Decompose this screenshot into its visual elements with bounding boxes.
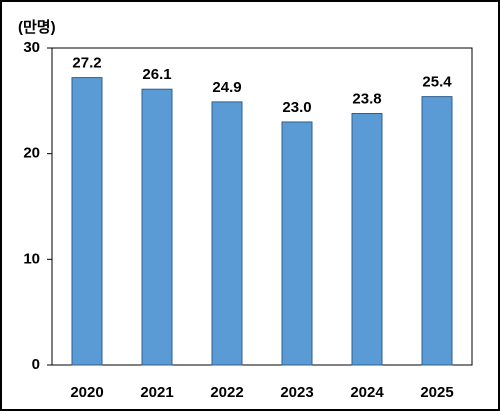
x-tick-label: 2021 xyxy=(140,384,173,401)
plot-area xyxy=(51,47,473,366)
bar xyxy=(421,96,453,366)
y-tick-label: 10 xyxy=(23,250,40,267)
value-label: 26.1 xyxy=(142,66,171,83)
x-tick-label: 2024 xyxy=(350,384,384,401)
x-tick-label: 2025 xyxy=(420,384,453,401)
bar xyxy=(351,113,383,366)
value-label: 24.9 xyxy=(212,79,241,96)
bar xyxy=(71,77,103,366)
value-label: 23.8 xyxy=(352,90,381,107)
x-tick-label: 2023 xyxy=(280,384,313,401)
value-label: 25.4 xyxy=(422,74,452,91)
x-tick-label: 2022 xyxy=(210,384,243,401)
bar xyxy=(281,121,313,366)
bar xyxy=(211,101,243,366)
bar xyxy=(141,88,173,366)
value-label: 23.0 xyxy=(282,99,311,116)
y-tick-label: 20 xyxy=(23,145,40,162)
x-tick-label: 2020 xyxy=(70,384,103,401)
y-unit: (만명) xyxy=(18,18,56,36)
value-label: 27.2 xyxy=(72,55,101,72)
y-tick-label: 30 xyxy=(23,39,40,56)
y-tick-label: 0 xyxy=(32,356,40,373)
